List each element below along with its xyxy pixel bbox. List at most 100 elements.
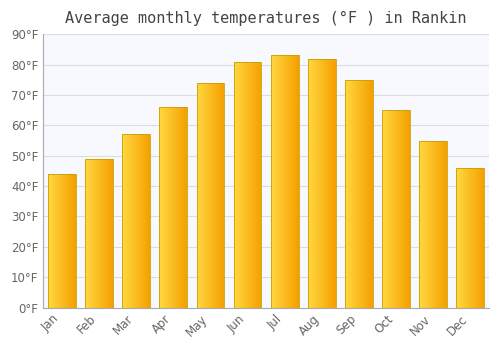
Bar (477, 168, 478, 308)
Bar (253, 62, 254, 308)
Bar (184, 107, 185, 308)
Bar (179, 107, 180, 308)
Bar (398, 110, 399, 308)
Bar (74, 174, 76, 308)
Bar (288, 56, 289, 308)
Bar (135, 134, 136, 308)
Bar (366, 80, 368, 308)
Bar (122, 134, 150, 308)
Bar (131, 134, 132, 308)
Bar (435, 141, 436, 308)
Bar (132, 134, 133, 308)
Bar (421, 141, 422, 308)
Bar (213, 83, 214, 308)
Bar (254, 62, 255, 308)
Bar (99, 159, 100, 308)
Bar (425, 141, 426, 308)
Bar (128, 134, 129, 308)
Bar (165, 107, 166, 308)
Bar (427, 141, 428, 308)
Bar (404, 110, 405, 308)
Bar (353, 80, 354, 308)
Bar (145, 134, 146, 308)
Bar (409, 110, 410, 308)
Bar (242, 62, 243, 308)
Bar (271, 56, 298, 308)
Bar (346, 80, 347, 308)
Bar (139, 134, 140, 308)
Bar (273, 56, 274, 308)
Bar (63, 174, 64, 308)
Bar (408, 110, 409, 308)
Bar (291, 56, 292, 308)
Bar (48, 174, 76, 308)
Bar (271, 56, 272, 308)
Bar (348, 80, 349, 308)
Bar (440, 141, 441, 308)
Bar (317, 58, 318, 308)
Bar (466, 168, 467, 308)
Bar (261, 62, 262, 308)
Bar (69, 174, 70, 308)
Bar (279, 56, 280, 308)
Bar (89, 159, 90, 308)
Bar (256, 62, 257, 308)
Bar (424, 141, 425, 308)
Bar (310, 58, 311, 308)
Bar (182, 107, 183, 308)
Bar (243, 62, 244, 308)
Bar (472, 168, 473, 308)
Bar (178, 107, 179, 308)
Bar (239, 62, 240, 308)
Bar (180, 107, 181, 308)
Bar (382, 110, 410, 308)
Bar (456, 168, 457, 308)
Bar (284, 56, 285, 308)
Bar (259, 62, 260, 308)
Bar (432, 141, 433, 308)
Bar (347, 80, 348, 308)
Bar (371, 80, 372, 308)
Bar (168, 107, 169, 308)
Bar (428, 141, 430, 308)
Bar (461, 168, 462, 308)
Bar (318, 58, 319, 308)
Bar (363, 80, 364, 308)
Bar (403, 110, 404, 308)
Bar (197, 83, 198, 308)
Bar (174, 107, 175, 308)
Bar (282, 56, 283, 308)
Bar (60, 174, 61, 308)
Bar (407, 110, 408, 308)
Bar (314, 58, 315, 308)
Bar (458, 168, 459, 308)
Bar (90, 159, 91, 308)
Bar (167, 107, 168, 308)
Bar (434, 141, 435, 308)
Bar (325, 58, 326, 308)
Bar (311, 58, 312, 308)
Bar (64, 174, 66, 308)
Bar (112, 159, 113, 308)
Bar (55, 174, 56, 308)
Bar (362, 80, 363, 308)
Bar (349, 80, 350, 308)
Bar (221, 83, 222, 308)
Bar (204, 83, 205, 308)
Bar (422, 141, 423, 308)
Bar (286, 56, 287, 308)
Bar (390, 110, 391, 308)
Bar (332, 58, 333, 308)
Bar (445, 141, 446, 308)
Bar (382, 110, 384, 308)
Bar (100, 159, 102, 308)
Bar (164, 107, 165, 308)
Bar (394, 110, 395, 308)
Bar (207, 83, 208, 308)
Bar (352, 80, 353, 308)
Bar (122, 134, 123, 308)
Bar (91, 159, 92, 308)
Bar (134, 134, 135, 308)
Bar (205, 83, 206, 308)
Bar (57, 174, 58, 308)
